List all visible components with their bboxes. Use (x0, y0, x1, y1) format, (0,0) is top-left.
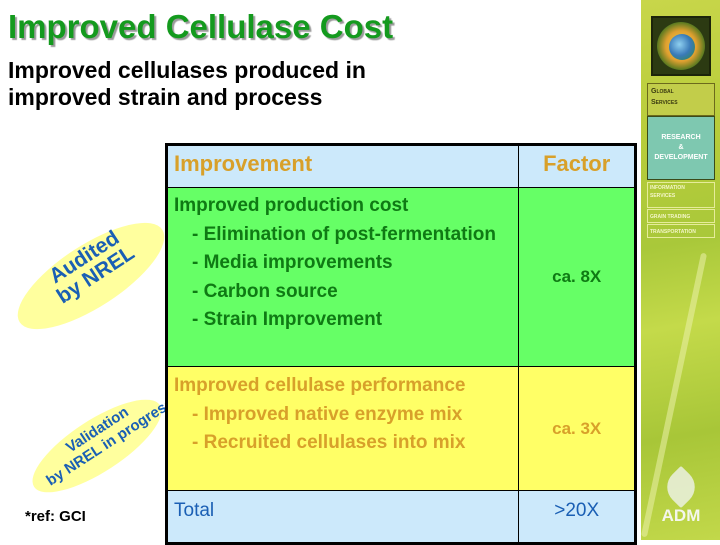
table-header-row: Improvement Factor (165, 144, 636, 188)
slide-subtitle: Improved cellulases produced in improved… (8, 57, 366, 111)
information-services-box: INFORMATION SERVICES (647, 182, 715, 208)
row-heading: Improved cellulase performance (174, 375, 466, 396)
table-total-row: Total >20X (165, 490, 636, 544)
research-development-box: RESEARCH & DEVELOPMENT (647, 116, 715, 180)
row-item: - Elimination of post-fermentation (192, 223, 496, 245)
row-item: - Media improvements (192, 252, 393, 273)
validation-callout-text: Validation by NREL in progress (43, 394, 177, 490)
total-label: Total (165, 490, 520, 544)
row-item: - Carbon source (192, 280, 338, 302)
footnote-reference: *ref: GCI (25, 508, 86, 525)
row-item: - Recruited cellulases into mix (192, 432, 466, 453)
table-row: Improved cellulase performance - Improve… (165, 366, 636, 491)
adm-brand-text: ADM (661, 506, 701, 525)
subtitle-line: Improved cellulases produced in (8, 57, 366, 83)
slide-title: Improved Cellulase Cost (8, 8, 394, 45)
brand-sidebar: Global Services RESEARCH & DEVELOPMENT I… (640, 0, 720, 540)
grain-trading-box: GRAIN TRADING (647, 209, 715, 223)
row-factor: ca. 8X (552, 267, 602, 286)
row-item: - Improved native enzyme mix (192, 403, 463, 425)
globe-logo-icon (651, 16, 711, 76)
transportation-box: TRANSPORTATION (647, 224, 715, 238)
table-row: Improved production cost - Elimination o… (165, 187, 636, 367)
total-factor: >20X (554, 500, 600, 521)
header-improvement: Improvement (165, 144, 520, 188)
global-services-box: Global Services (647, 83, 715, 116)
improvement-factor-table: Improvement Factor Improved production c… (165, 143, 637, 545)
adm-logo: ADM (654, 465, 708, 532)
header-factor: Factor (518, 144, 636, 188)
leaf-icon (659, 465, 703, 509)
earth-icon (669, 34, 695, 60)
subtitle-line: improved strain and process (8, 84, 323, 110)
row-factor: ca. 3X (552, 418, 602, 438)
row-heading: Improved production cost (174, 195, 409, 216)
row-item: - Strain Improvement (192, 309, 383, 330)
